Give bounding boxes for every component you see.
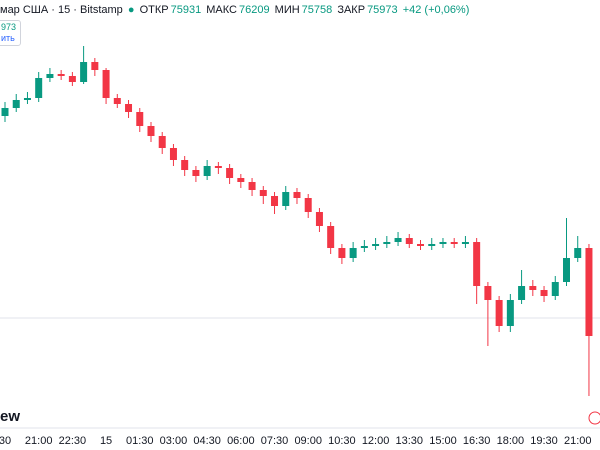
candle-body — [315, 212, 323, 226]
high-value: 76209 — [239, 4, 270, 16]
x-tick-label: 18:00 — [497, 435, 525, 447]
candle-body — [518, 286, 526, 300]
candle-body — [428, 244, 436, 246]
candle-body — [506, 300, 514, 326]
x-tick-label: 22:30 — [59, 435, 87, 447]
candle-body — [248, 182, 256, 190]
candle-body — [23, 98, 31, 100]
low-value: 75758 — [301, 4, 333, 16]
x-tick-label: 21:00 — [564, 435, 592, 447]
candle-body — [91, 62, 99, 70]
candle-body — [35, 78, 43, 98]
candle-body — [304, 198, 312, 212]
side-button[interactable]: ить — [1, 33, 15, 43]
status-dot: ● — [127, 4, 135, 16]
alert-icon[interactable] — [588, 411, 600, 425]
x-tick-label: 12:00 — [362, 435, 390, 447]
candle-body — [484, 286, 492, 300]
x-tick-label: 15 — [100, 435, 112, 447]
candle-body — [574, 248, 582, 258]
candle-body — [282, 192, 290, 206]
x-tick-label: 06:00 — [227, 435, 255, 447]
x-tick-label: 19:30 — [530, 435, 558, 447]
candle-body — [271, 196, 279, 206]
candle-body — [540, 290, 548, 296]
candle-body — [12, 100, 20, 108]
candle-body — [1, 108, 9, 116]
x-tick-label: 15:00 — [429, 435, 457, 447]
candle-body — [529, 286, 537, 290]
candle-body — [46, 74, 54, 78]
candle-body — [495, 300, 503, 326]
candle-body — [585, 248, 593, 336]
candle-body — [450, 242, 458, 244]
candle-body — [226, 168, 234, 178]
open-value: 75931 — [170, 4, 202, 16]
candle-body — [405, 238, 413, 244]
side-price: 973 — [1, 22, 17, 32]
candle-body — [80, 62, 88, 82]
x-tick-label: 10:30 — [328, 435, 356, 447]
candle-body — [372, 244, 380, 246]
candle-body — [169, 148, 177, 160]
candle-body — [259, 190, 267, 196]
x-tick-label: 03:00 — [160, 435, 188, 447]
low-label: МИН — [274, 4, 300, 16]
candle-body — [192, 170, 200, 176]
candle-body — [417, 244, 425, 246]
candle-body — [293, 192, 301, 198]
candle-body — [383, 242, 391, 244]
candle-body — [338, 248, 346, 258]
candle-body — [102, 70, 110, 98]
candle-body — [158, 136, 166, 148]
x-tick-label: 01:30 — [126, 435, 154, 447]
close-label: ЗАКР — [337, 4, 366, 16]
candle-body — [113, 98, 121, 104]
candle-body — [349, 248, 357, 258]
x-tick-label: 21:00 — [25, 435, 53, 447]
candle-body — [181, 160, 189, 170]
candle-body — [473, 242, 481, 286]
candle-body — [327, 226, 335, 248]
candle-body — [237, 178, 245, 182]
candle-body — [563, 258, 570, 282]
candle-body — [394, 238, 402, 242]
x-tick-label: 16:30 — [463, 435, 491, 447]
open-label: ОТКР — [139, 4, 169, 16]
candle-body — [551, 282, 559, 296]
watermark: ew — [0, 408, 21, 425]
buy-box[interactable]: 973 ить — [0, 20, 22, 46]
candle-body — [461, 242, 469, 244]
candle-body — [125, 104, 133, 112]
x-tick-label: 09:00 — [294, 435, 322, 447]
high-label: МАКС — [206, 4, 237, 16]
x-tick-label: 04:30 — [193, 435, 221, 447]
x-tick-label: 07:30 — [261, 435, 289, 447]
x-tick-label: 30 — [0, 435, 11, 447]
candle-body — [203, 166, 211, 176]
x-tick-label: 13:30 — [396, 435, 424, 447]
symbol: мар США · 15 · Bitstamp — [0, 4, 123, 16]
candle-body — [68, 76, 76, 82]
close-value: 75973 — [367, 4, 398, 16]
candle-body — [57, 74, 65, 76]
candle-body — [136, 112, 144, 126]
candle-body — [360, 246, 368, 248]
change: +42 (+0,06%) — [402, 4, 470, 16]
candle-body — [439, 242, 447, 244]
candle-body — [147, 126, 155, 136]
legend-bar: мар США · 15 · Bitstamp ● ОТКР 75931 МАКС… — [0, 4, 471, 16]
candle-body — [214, 166, 222, 168]
